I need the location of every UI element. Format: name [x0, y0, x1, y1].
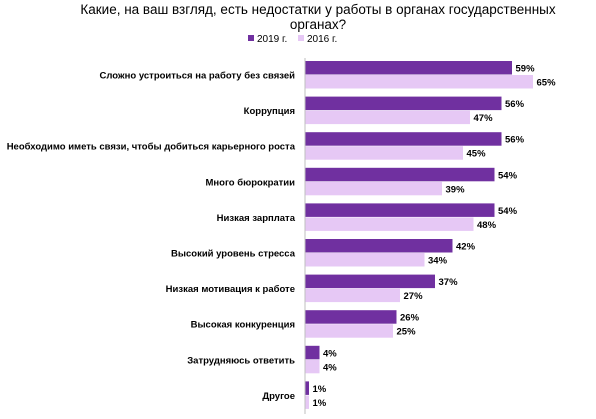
- value-label: 59%: [516, 64, 536, 75]
- bar-2019: [305, 239, 453, 253]
- bar-2016: [305, 288, 400, 303]
- bar-2019: [305, 167, 495, 182]
- value-label: 56%: [505, 135, 525, 146]
- bar-2019: [305, 96, 502, 111]
- bar-2016: [305, 395, 309, 409]
- chart-title: Какие, на ваш взгляд, есть недостатки у …: [40, 2, 596, 32]
- value-label: 26%: [400, 313, 420, 324]
- category-label: Высокая конкуренция: [191, 320, 295, 331]
- value-label: 37%: [439, 277, 459, 288]
- bar-2019: [305, 274, 435, 289]
- value-label: 27%: [404, 291, 424, 302]
- legend-item-2019: 2019 г.: [248, 34, 287, 45]
- bar-2016: [305, 359, 320, 374]
- value-label: 47%: [474, 113, 494, 124]
- legend-label-2016: 2016 г.: [307, 34, 338, 45]
- value-label: 4%: [323, 362, 337, 373]
- bar-2016: [305, 110, 470, 125]
- value-label: 1%: [313, 384, 327, 395]
- category-label: Высокий уровень стресса: [171, 249, 296, 260]
- bar-2019: [305, 381, 309, 395]
- legend-label-2019: 2019 г.: [257, 34, 288, 45]
- value-label: 42%: [456, 242, 476, 253]
- category-label: Затрудняюсь ответить: [187, 355, 295, 366]
- bar-2019: [305, 61, 512, 75]
- bar-2016: [305, 324, 393, 338]
- category-label: Сложно устроиться на работу без связей: [99, 71, 295, 82]
- bar-2016: [305, 146, 463, 160]
- chart-title-line-1: Какие, на ваш взгляд, есть недостатки у …: [80, 2, 556, 17]
- legend-item-2016: 2016 г.: [298, 34, 337, 45]
- value-label: 56%: [505, 99, 525, 110]
- legend-swatch-2016: [298, 35, 304, 41]
- chart-title-line-2: органах?: [289, 17, 347, 32]
- value-label: 34%: [428, 256, 448, 267]
- category-label: Много бюрократии: [206, 177, 296, 188]
- legend: 2019 г. 2016 г.: [200, 34, 370, 48]
- bar-2019: [305, 203, 495, 217]
- bar-2019: [305, 132, 502, 146]
- category-label: Коррупция: [244, 106, 295, 117]
- value-label: 54%: [498, 206, 518, 217]
- category-label: Другое: [262, 391, 295, 402]
- legend-swatch-2019: [248, 35, 254, 41]
- value-label: 25%: [397, 327, 417, 338]
- category-label: Необходимо иметь связи, чтобы добиться к…: [7, 142, 296, 153]
- bar-2016: [305, 253, 425, 267]
- value-label: 1%: [313, 398, 327, 409]
- bar-2016: [305, 217, 474, 231]
- bar-2016: [305, 75, 533, 89]
- bar-2019: [305, 345, 320, 360]
- value-label: 54%: [498, 170, 518, 181]
- value-label: 4%: [323, 348, 337, 359]
- value-label: 65%: [537, 78, 557, 89]
- value-label: 39%: [446, 184, 466, 195]
- category-label: Низкая зарплата: [217, 213, 296, 224]
- value-label: 48%: [477, 220, 497, 231]
- category-label: Низкая мотивация к работе: [166, 284, 295, 295]
- bar-2016: [305, 181, 442, 196]
- bar-2019: [305, 310, 397, 324]
- value-label: 45%: [467, 149, 487, 160]
